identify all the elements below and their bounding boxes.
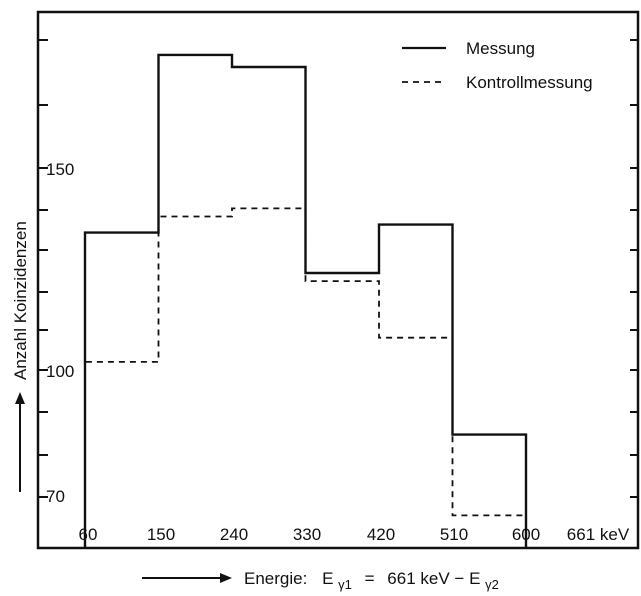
legend-label: Kontrollmessung — [466, 73, 593, 92]
series-kontrollmessung-line — [84, 207, 527, 548]
y-axis-title-group: Anzahl Koinzidenzen — [11, 221, 30, 492]
x-axis-subscript: γ1 — [338, 577, 352, 592]
series-layer — [83, 53, 528, 548]
x-axis-title: Energie: E γ1 = 661 keV − E γ2 — [244, 569, 499, 593]
plot-frame — [36, 10, 640, 550]
x-axis-symbol: E — [322, 569, 333, 588]
x-axis-prefix: Energie: — [244, 569, 307, 588]
x-tick-label: 330 — [293, 525, 321, 544]
x-axis-symbol-2: E — [469, 569, 480, 588]
x-axis-title-group: Energie: E γ1 = 661 keV − E γ2 — [142, 569, 499, 593]
x-tick-label: 150 — [147, 525, 175, 544]
y-tick-label: 150 — [46, 160, 74, 179]
left-ticks — [38, 39, 48, 498]
legend: Messung Kontrollmessung — [402, 39, 593, 92]
x-axis-equals: = — [365, 569, 375, 588]
x-tick-label: 240 — [220, 525, 248, 544]
x-tick-label: 60 — [79, 525, 98, 544]
x-tick-label: 510 — [440, 525, 468, 544]
y-tick-label: 70 — [46, 487, 65, 506]
legend-label: Messung — [466, 39, 535, 58]
x-tick-label: 420 — [367, 525, 395, 544]
x-axis-minus: − — [454, 569, 464, 588]
x-axis-value: 661 keV — [387, 569, 450, 588]
x-tick-label: 661 keV — [567, 525, 630, 544]
y-axis-arrowhead — [15, 392, 25, 404]
x-axis-subscript-2: γ2 — [485, 577, 499, 592]
y-tick-label: 100 — [46, 362, 74, 381]
x-axis-arrowhead — [220, 573, 232, 583]
x-tick-labels: 60 150 240 330 420 510 600 661 keV — [79, 525, 630, 544]
y-axis-title: Anzahl Koinzidenzen — [11, 221, 30, 380]
series-messung-line — [83, 53, 528, 548]
right-ticks — [630, 39, 638, 498]
